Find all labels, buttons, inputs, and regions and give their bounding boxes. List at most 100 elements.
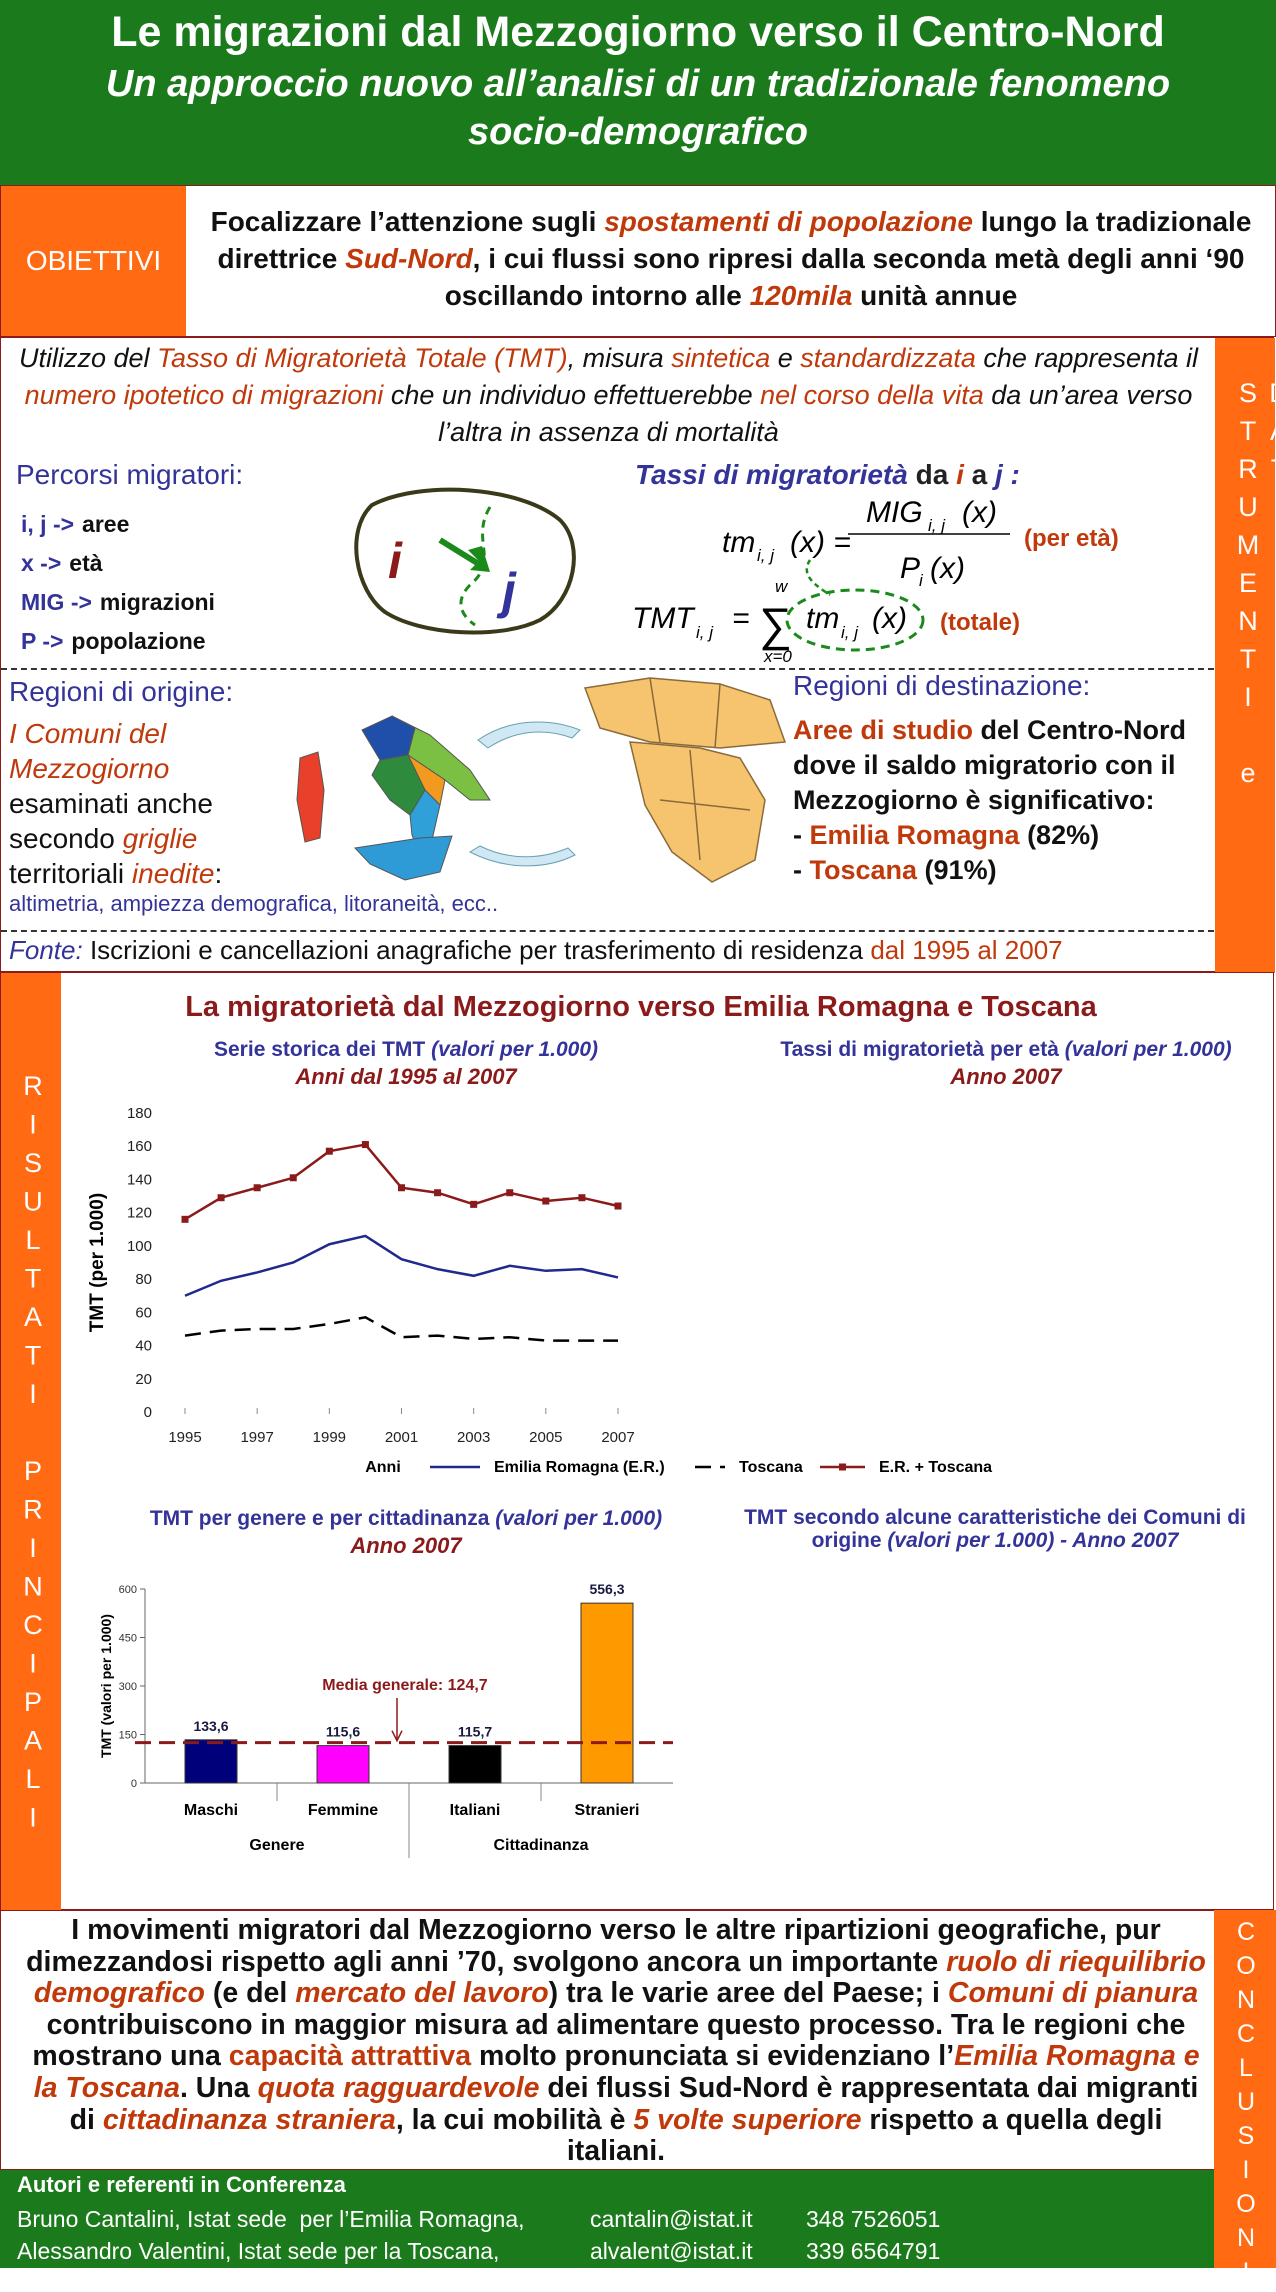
separator [1,668,1214,670]
risultati-section: RISULTATI PRINCIPALI La migratorietà dal… [0,972,1274,1911]
text-segment: j [994,459,1003,490]
text-segment: del Centro-Nord dove il saldo migratorio… [793,715,1187,815]
symbol-meaning: popolazione [71,628,206,654]
text-segment: a [963,459,995,490]
chart-subtitle: Anni dal 1995 al 2007 [295,1064,517,1089]
text-segment: da [907,459,957,490]
title: Le migrazioni dal Mezzogiorno verso il C… [111,8,1165,56]
text-segment: che un individuo effettuerebbe [383,380,761,410]
text-segment: che rappresenta il [975,343,1199,373]
symbol-meaning: età [69,550,103,576]
text-segment: numero ipotetico di migrazioni [24,380,384,410]
side-column [1,973,61,1911]
origine-title: Regioni di origine: [9,676,234,707]
text-segment: Fonte: [9,935,83,965]
panel-subtitle: Anno 2007 [950,1064,1062,1089]
side-column [1215,338,1275,973]
symbol: P -> [21,628,64,654]
fonte: Fonte: Iscrizioni e cancellazioni anagra… [9,935,1063,966]
text-segment: contribuiscono in maggior misura ad alim… [32,2008,1186,2073]
text-segment: nel corso della vita [760,380,984,410]
percorsi-list: i, j -> aree x -> età MIG -> migrazioni P -> po… [21,505,215,661]
legend-row: x -> età [21,544,215,583]
text-segment: Utilizzo del [18,343,157,373]
obiettivi-text: Focalizzare l’attenzione sugli spostamen… [201,203,1261,314]
authors-title: Autori e referenti in Conferenza [17,2172,346,2197]
text-segment: mercato del lavoro [295,1977,549,2010]
text-segment: da un’area verso l’altra in assenza di m… [438,380,1193,447]
text-segment: - [793,855,810,885]
chart-title-text: TMT per genere e per cittadinanza [149,1507,490,1530]
chart-title-note: (valori per 1.000) [495,1507,663,1530]
conclusioni-section: I movimenti migratori dal Mezzogiorno ve… [0,1910,1274,2170]
chart-title-note: (valori per 1.000) [431,1038,598,1061]
author-row: Alessandro Valentini, Istat sede per la … [17,2235,1207,2267]
text-segment: Emilia Romagna [809,820,1020,850]
panel-title: Tassi di migratorietà per età (valori pe… [741,1037,1271,1089]
destinazione-title: Regioni di destinazione: [793,670,1091,701]
side-label: CONCLUSIONI [1232,1918,1260,2292]
text-segment: griglie [122,823,198,854]
author-name: Bruno Cantalini, Istat sede per l’Emilia… [17,2206,525,2232]
text-segment: I movimenti migratori dal Mezzogiorno ve… [26,1914,1161,1978]
text-segment: esaminati anche secondo [9,788,213,854]
obiettivi-label: OBIETTIVI [1,186,186,336]
text-segment: Comuni di pianura [947,1977,1199,2010]
author-phone: 339 6564791 [806,2238,941,2264]
chart-title-text: Serie storica dei TMT [214,1038,426,1061]
text-segment: (e del [204,1977,296,2010]
text-segment: i [956,459,964,490]
symbol: x -> [21,550,62,576]
text-segment: rispetto a quella degli italiani. [566,2103,1163,2168]
text-segment: , la cui mobilità è [395,2103,634,2136]
author-email: alvalent@istat.it [590,2238,753,2264]
text-segment: , misura [567,343,672,373]
text-segment: Tassi di migratorietà [635,459,908,490]
text-segment: unità annue [852,280,1018,311]
text-segment: Sud-Nord [345,243,473,274]
panel-title: TMT secondo alcune caratteristiche dei C… [717,1506,1273,1552]
text-segment: capacità attrattiva [228,2040,472,2073]
legend-row: i, j -> aree [21,505,215,544]
obiettivi-section: OBIETTIVI Focalizzare l’attenzione sugli… [0,185,1276,337]
results-title: La migratorietà dal Mezzogiorno verso Em… [185,991,1097,1023]
text-segment: lungo la tradizionale direttrice [217,206,1252,274]
chart-title: TMT per genere e per cittadinanza (valor… [101,1506,711,1558]
list-item: - Emilia Romagna (82%) [793,818,1211,853]
separator [1,930,1214,932]
legend-row: MIG -> migrazioni [21,583,215,622]
conclusioni-text: I movimenti migratori dal Mezzogiorno ve… [23,1914,1209,2168]
text-segment: sintetica [671,343,771,373]
text-segment: (91%) [917,855,997,885]
author-name: Alessandro Valentini, Istat sede per la … [17,2238,500,2264]
side-label: STRUMENTI e DATI [1233,378,1276,796]
text-segment: territoriali [9,858,132,889]
text-segment: Focalizzare l’attenzione sugli [210,206,605,237]
text-segment: I Comuni del Mezzogiorno [9,718,170,784]
text-segment: dei flussi Sud-Nord è rappresentata dai … [69,2071,1199,2136]
text-segment: (82%) [1019,820,1100,850]
text-segment: 120mila [749,280,853,311]
symbol: MIG -> [21,589,92,615]
text-segment: Emilia Romagna e la Toscana [33,2040,1200,2104]
text-segment: inedite [131,858,215,889]
symbol-meaning: migrazioni [99,589,215,615]
panel-title-note: (valori per 1.000) [1064,1038,1232,1061]
authors-list: Bruno Cantalini, Istat sede per l’Emilia… [17,2203,1207,2267]
header: Le migrazioni dal Mezzogiorno verso il C… [0,0,1276,185]
side-column [1214,1910,1276,2268]
origine-text: I Comuni del Mezzogiorno esaminati anche… [9,716,281,891]
text-segment: standardizzata [800,343,976,373]
text-segment: ) tra le varie aree del Paese; i [548,1977,948,2010]
symbol-meaning: aree [82,511,130,537]
text-segment: ruolo di riequilibrio demografico [33,1945,1206,2010]
text-segment: - [793,820,810,850]
author-row: Bruno Cantalini, Istat sede per l’Emilia… [17,2203,1207,2235]
text-segment: spostamenti di popolazione [604,206,973,237]
legend-row: P -> popolazione [21,622,215,661]
tassi-title: Tassi di migratorietà da i a j : [635,459,1020,491]
author-phone: 348 7526051 [806,2206,941,2232]
text-segment: Aree di studio [793,715,974,745]
text-segment: dal 1995 al 2007 [863,935,1063,965]
